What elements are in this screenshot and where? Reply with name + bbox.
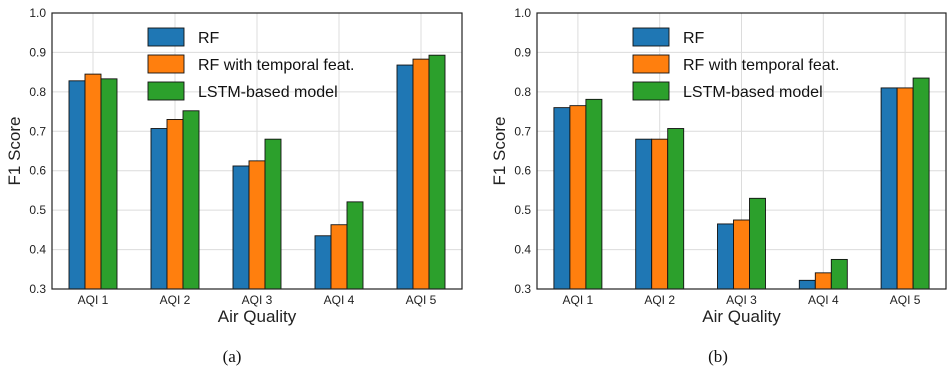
legend-label: LSTM-based model <box>683 84 823 101</box>
bar-rf-5 <box>880 87 898 290</box>
bar-rf-with-temporal-feat-1 <box>84 73 102 290</box>
x-tick-label: AQI 1 <box>78 293 109 307</box>
bar-lstm-based-model-5 <box>428 54 446 290</box>
x-tick-label: AQI 1 <box>563 293 594 307</box>
bar-rf-1 <box>68 80 86 290</box>
bar-lstm-based-model-1 <box>100 78 118 290</box>
bar-rf-4 <box>798 279 816 290</box>
legend-label: RF <box>198 30 220 47</box>
x-tick-label: AQI 2 <box>160 293 191 307</box>
y-tick-label: 1.0 <box>514 6 531 20</box>
legend-swatch <box>632 54 670 74</box>
bar-rf-with-temporal-feat-5 <box>412 58 430 290</box>
y-tick-label: 0.7 <box>29 124 46 138</box>
plot-frame <box>536 12 947 290</box>
bar-rf-with-temporal-feat-5 <box>896 87 914 290</box>
bar-lstm-based-model-2 <box>182 110 200 290</box>
y-tick-label: 0.6 <box>514 164 531 178</box>
bar-rf-3 <box>717 223 734 290</box>
x-axis-title: Air Quality <box>702 307 781 326</box>
legend-swatch <box>632 27 670 47</box>
y-tick-label: 0.6 <box>29 164 46 178</box>
y-tick-label: 0.4 <box>514 243 531 257</box>
y-tick-label: 0.9 <box>29 45 46 59</box>
x-tick-label: AQI 5 <box>406 293 437 307</box>
legend-swatch <box>147 54 185 74</box>
legend-label: RF <box>683 30 705 47</box>
bar-lstm-based-model-3 <box>264 138 282 290</box>
y-tick-label: 0.5 <box>514 203 531 217</box>
bar-rf-3 <box>232 165 250 290</box>
x-axis-title: Air Quality <box>218 307 297 326</box>
x-tick-label: AQI 3 <box>726 293 757 307</box>
y-tick-label: 0.9 <box>514 45 531 59</box>
x-tick-label: AQI 2 <box>644 293 675 307</box>
y-tick-label: 0.3 <box>29 282 46 296</box>
legend-label: RF with temporal feat. <box>683 57 840 74</box>
legend-swatch <box>147 27 185 47</box>
bar-rf-with-temporal-feat-2 <box>166 119 184 290</box>
x-tick-label: AQI 4 <box>324 293 355 307</box>
bar-lstm-based-model-3 <box>749 197 766 290</box>
y-tick-label: 0.4 <box>29 243 46 257</box>
plot-frame <box>51 12 463 290</box>
y-axis-title: F1 Score <box>5 117 24 186</box>
bar-lstm-based-model-2 <box>667 128 685 290</box>
bar-rf-with-temporal-feat-2 <box>651 138 669 290</box>
bar-rf-1 <box>553 107 571 290</box>
y-tick-label: 0.5 <box>29 203 46 217</box>
bar-rf-with-temporal-feat-4 <box>330 224 348 290</box>
x-tick-label: AQI 3 <box>242 293 273 307</box>
y-tick-label: 0.8 <box>514 85 531 99</box>
y-axis-title: F1 Score <box>490 117 509 186</box>
bar-lstm-based-model-4 <box>830 258 848 290</box>
legend-label: RF with temporal feat. <box>198 57 355 74</box>
legend-swatch <box>147 81 185 101</box>
bar-rf-with-temporal-feat-3 <box>248 160 266 290</box>
y-tick-label: 1.0 <box>29 6 46 20</box>
bar-rf-2 <box>150 128 168 290</box>
y-tick-label: 0.3 <box>514 282 531 296</box>
bar-rf-with-temporal-feat-3 <box>733 219 750 290</box>
bar-rf-with-temporal-feat-4 <box>814 272 832 290</box>
legend-label: LSTM-based model <box>198 84 338 101</box>
bar-lstm-based-model-5 <box>912 77 930 290</box>
y-tick-label: 0.7 <box>514 124 531 138</box>
caption: (a) <box>223 347 242 366</box>
x-tick-label: AQI 5 <box>890 293 921 307</box>
x-tick-label: AQI 4 <box>808 293 839 307</box>
caption: (b) <box>708 347 728 366</box>
bar-lstm-based-model-1 <box>585 98 603 290</box>
bar-lstm-based-model-4 <box>346 201 364 290</box>
y-tick-label: 0.8 <box>29 85 46 99</box>
bar-rf-2 <box>635 138 653 290</box>
bar-rf-with-temporal-feat-1 <box>569 105 587 290</box>
bar-rf-4 <box>314 235 332 290</box>
legend-swatch <box>632 81 670 101</box>
bar-rf-5 <box>396 64 414 290</box>
